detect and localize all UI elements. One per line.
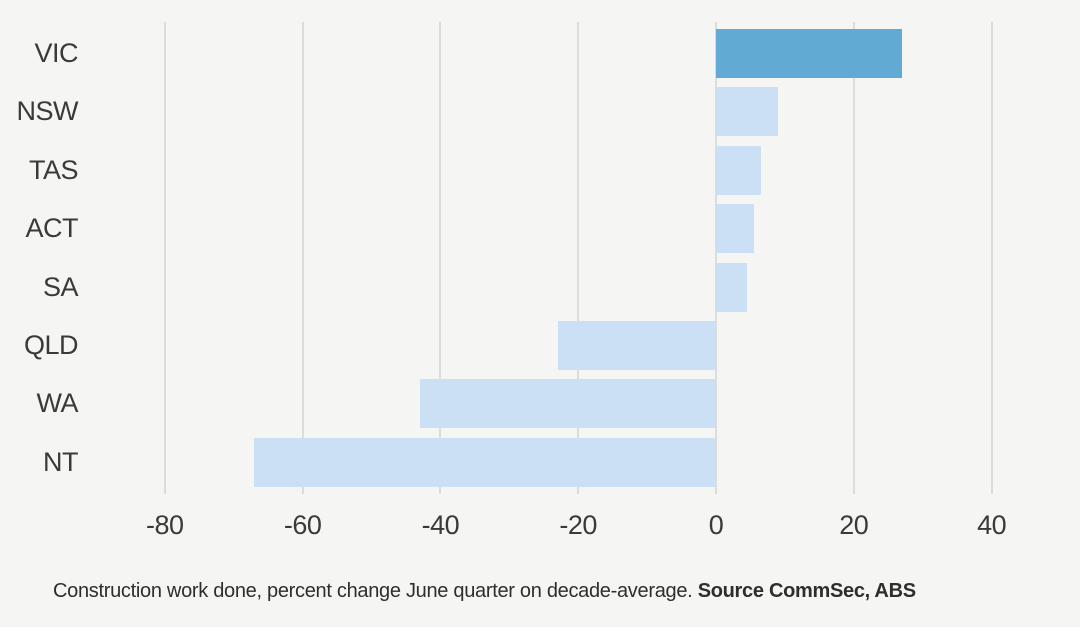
y-label-qld: QLD (23, 330, 79, 360)
bar-sa (716, 262, 747, 312)
bar-vic (716, 29, 903, 78)
y-label-wa: WA (36, 388, 79, 419)
x-tick-label-40: 40 (977, 510, 1007, 540)
gridline--40 (439, 22, 442, 494)
gridline--80 (163, 22, 166, 494)
x-tick-label--40: -40 (421, 510, 460, 540)
y-label-tas: TAS (28, 154, 79, 185)
chart-caption: Construction work done, percent change J… (53, 580, 916, 603)
y-label-vic: VIC (34, 38, 78, 68)
gridline-40 (990, 22, 993, 494)
gridline--20 (577, 22, 580, 494)
y-label-sa: SA (42, 271, 79, 302)
x-tick-label--20: -20 (559, 510, 597, 540)
caption-text: Construction work done, percent change J… (53, 580, 693, 602)
y-label-act: ACT (25, 213, 79, 244)
bar-qld (557, 321, 716, 370)
y-label-nsw: NSW (16, 96, 79, 127)
y-label-nt: NT (43, 446, 79, 477)
x-tick-label--60: -60 (283, 510, 322, 540)
x-tick-label-0: 0 (708, 510, 724, 540)
bar-wa (419, 379, 716, 429)
x-tick-label-20: 20 (839, 510, 869, 540)
bottom-strip (0, 627, 1080, 632)
caption-source: Source CommSec, ABS (697, 580, 916, 602)
gridline-0 (715, 22, 717, 494)
bar-nt (254, 437, 716, 487)
bar-act (716, 204, 754, 254)
bar-nsw (716, 87, 778, 137)
x-tick-label--80: -80 (146, 510, 184, 540)
bar-tas (716, 145, 761, 195)
gridline-20 (852, 22, 855, 494)
gridline--60 (301, 22, 304, 494)
